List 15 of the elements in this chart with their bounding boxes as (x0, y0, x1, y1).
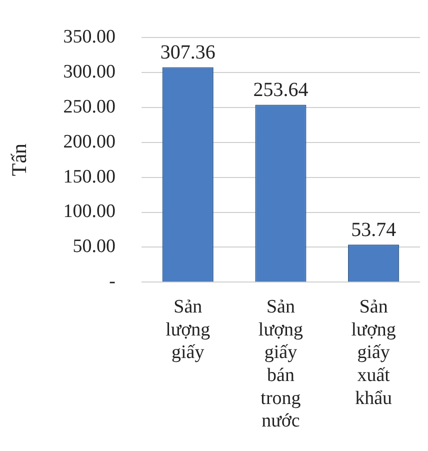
y-tick-label: 100.00 (63, 201, 116, 222)
y-tick-label: 150.00 (63, 166, 116, 188)
y-tick-label: 250.00 (63, 96, 116, 118)
data-label: 53.74 (351, 218, 396, 241)
y-tick-label: 50.00 (72, 236, 116, 258)
x-tick-label: Sản lượng giấy xuất khẩu (351, 296, 396, 409)
y-tick-label: 350.00 (63, 26, 116, 48)
data-label: 253.64 (253, 79, 308, 102)
y-tick-label: - (109, 271, 116, 292)
x-tick-label: Sản lượng giấy (166, 296, 211, 364)
data-label: 307.36 (160, 41, 216, 64)
y-axis-title: Tấn (7, 142, 32, 176)
y-tick-label: 200.00 (63, 131, 116, 152)
y-tick-label: 300.00 (63, 61, 116, 82)
x-tick-label: Sản lượng giấy bán trong nước (258, 296, 304, 432)
